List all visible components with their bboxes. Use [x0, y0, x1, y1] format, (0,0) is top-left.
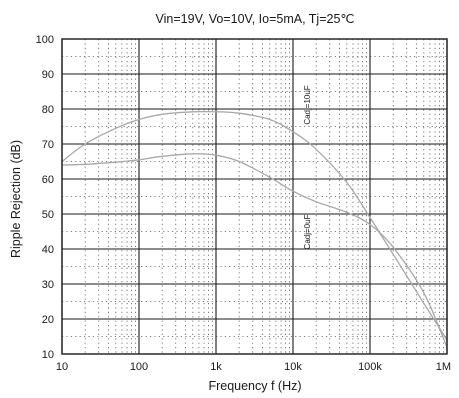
x-tick-label: 10: [56, 361, 68, 373]
y-tick-label: 30: [42, 279, 54, 291]
series-line-cadj-10uf: [61, 110, 448, 341]
y-tick-labels: 10 20 30 40 50 60 70 80 90 100: [36, 34, 54, 361]
x-tick-label: 100: [130, 361, 148, 373]
series-label-cadj-0uf: Cadj=0uF: [303, 214, 312, 249]
series-lines: [61, 110, 448, 348]
y-tick-label: 50: [42, 209, 54, 221]
y-axis-label: Ripple Rejection (dB): [9, 140, 23, 258]
x-axis-label: Frequency f (Hz): [208, 379, 301, 393]
y-tick-label: 40: [42, 244, 54, 256]
x-tick-labels: 10 100 1k 10k 100k 1M: [56, 361, 451, 373]
y-tick-label: 70: [42, 139, 54, 151]
y-tick-label: 10: [42, 349, 54, 361]
series-label-cadj-10uf: Cadj=10uF: [303, 85, 312, 124]
y-tick-label: 20: [42, 314, 54, 326]
y-tick-label: 90: [42, 69, 54, 81]
x-tick-label: 1M: [436, 361, 451, 373]
x-tick-label: 100k: [358, 361, 382, 373]
minor-grid: [62, 39, 447, 354]
plot-area-frame: [61, 38, 448, 355]
chart-title: Vin=19V, Vo=10V, Io=5mA, Tj=25℃: [156, 12, 355, 26]
y-tick-label: 80: [42, 104, 54, 116]
y-tick-label: 100: [36, 34, 54, 46]
x-tick-label: 10k: [284, 361, 302, 373]
series-line-cadj-0uf: [61, 153, 448, 348]
y-tick-label: 60: [42, 174, 54, 186]
x-tick-label: 1k: [210, 361, 222, 373]
